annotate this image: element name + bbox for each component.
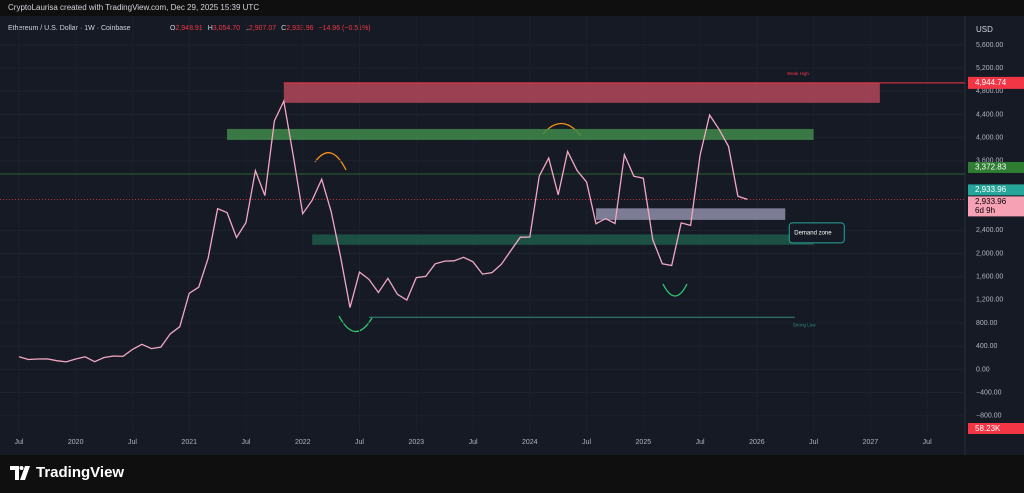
x-tick-label: Jul [696, 439, 705, 446]
volume-label: 58.23K [975, 424, 1001, 433]
zone [283, 82, 880, 103]
x-tick-label: 2021 [181, 439, 197, 446]
y-tick-label: 4,400.00 [976, 111, 1003, 118]
ohlc-value: 2,933.96 [286, 25, 313, 32]
zone [227, 128, 814, 140]
y-tick-label: 400.00 [976, 343, 998, 350]
price-tag [968, 76, 1024, 89]
price-tag-label: 2,933.96 [975, 185, 1007, 194]
x-tick-label: 2027 [863, 439, 879, 446]
chart: Ethereum / U.S. Dollar · 1W · Coinbase O… [0, 16, 1024, 455]
arc [338, 315, 373, 333]
demand-label: Demand zone [794, 230, 832, 236]
x-tick-label: Jul [355, 439, 364, 446]
y-tick-label: 5,200.00 [976, 65, 1003, 72]
y-tick-label: 1,200.00 [976, 297, 1003, 304]
price-tag [968, 184, 1024, 196]
y-tick-label: 4,800.00 [976, 88, 1003, 95]
y-tick-label: 3,600.00 [976, 158, 1003, 165]
x-tick-label: 2025 [636, 439, 652, 446]
ohlc: O2,948.91H3,054.70L2,907.07C2,933.96−14.… [170, 25, 371, 32]
y-tick-label: 800.00 [976, 320, 998, 327]
x-tick-label: Jul [582, 439, 591, 446]
x-tick-label: Jul [923, 439, 932, 446]
ohlc-key: L [245, 25, 249, 32]
ohlc-value: 3,054.70 [213, 25, 240, 32]
brand: TradingView [36, 464, 125, 481]
x-tick-label: Jul [128, 439, 137, 446]
footer: TradingView [0, 455, 1024, 493]
price-tag [968, 196, 1024, 217]
volume-tag [968, 423, 1024, 434]
demand-box [788, 222, 845, 244]
price-tag-label: 2,933.96 [975, 197, 1007, 206]
change: −14.96 (−0.51%) [318, 25, 370, 32]
price-tag-label: 3,372.83 [975, 163, 1007, 172]
zone [596, 208, 786, 220]
countdown: 6d 9h [975, 206, 995, 215]
x-tick-label: Jul [809, 439, 818, 446]
x-tick-label: Jul [14, 439, 23, 446]
credit-bar: CryptoLaurisa created with TradingView.c… [0, 0, 1024, 16]
ohlc-key: C [281, 25, 286, 32]
arc [314, 152, 347, 171]
y-tick-label: −400.00 [976, 389, 1002, 396]
credit: CryptoLaurisa created with TradingView.c… [8, 3, 260, 12]
x-tick-label: 2020 [68, 439, 84, 446]
price-line [18, 98, 748, 363]
x-tick-label: 2026 [749, 439, 765, 446]
price-tag [968, 161, 1024, 173]
x-tick-label: 2022 [295, 439, 311, 446]
y-tick-label: 2,000.00 [976, 250, 1003, 257]
ohlc-key: O [170, 25, 176, 32]
ohlc-key: H [208, 25, 213, 32]
y-tick-label: 4,000.00 [976, 134, 1003, 141]
y-tick-label: 5,600.00 [976, 42, 1003, 49]
level-name: Weak High [787, 71, 809, 76]
y-tick-label: 2,400.00 [976, 227, 1003, 234]
currency: USD [976, 25, 993, 34]
price-tag-label: 4,944.74 [975, 78, 1007, 87]
level-name: Strong Low [793, 322, 817, 327]
symbol-title: Ethereum / U.S. Dollar · 1W · Coinbase [8, 25, 131, 32]
logo [10, 466, 30, 480]
x-tick-label: Jul [242, 439, 251, 446]
arc [662, 283, 688, 297]
zone [312, 234, 814, 245]
x-tick-label: Jul [469, 439, 478, 446]
y-tick-label: 0.00 [976, 366, 990, 373]
x-tick-label: 2024 [522, 439, 538, 446]
ohlc-value: 2,907.07 [249, 25, 276, 32]
x-tick-label: 2023 [408, 439, 424, 446]
y-tick-label: 1,600.00 [976, 274, 1003, 281]
y-tick-label: −800.00 [976, 413, 1002, 420]
